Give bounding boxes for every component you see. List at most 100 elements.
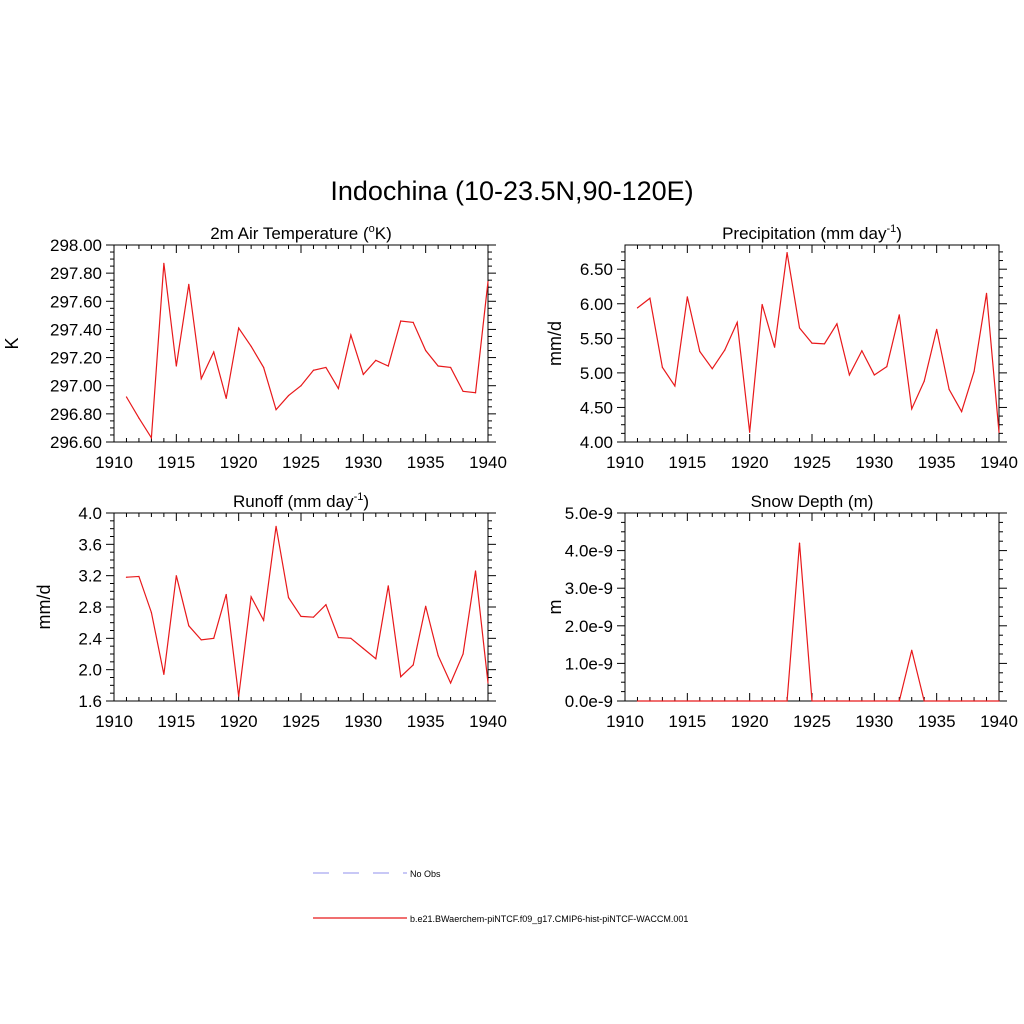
runoff-y-tick-label: 4.0 <box>78 504 102 523</box>
snow-depth-data-point <box>711 700 713 702</box>
runoff-data-point <box>437 654 439 657</box>
snow-depth-x-tick-label: 1925 <box>793 712 831 731</box>
snow-depth-data-point <box>985 700 988 702</box>
precipitation-y-tick-label: 4.50 <box>580 398 613 417</box>
temperature-data-point <box>200 378 202 380</box>
precipitation-data-point <box>886 366 888 368</box>
runoff-y-tick-label: 2.8 <box>78 598 102 617</box>
runoff-data-point <box>462 653 464 655</box>
temperature-data-point <box>362 373 364 376</box>
precipitation-data-point <box>674 385 676 387</box>
snow-depth-data-point <box>811 700 813 702</box>
snow-depth-data-point <box>873 700 875 702</box>
legend: No Obs b.e21.BWaerchem-piNTCF.f09_g17.CMI… <box>313 869 688 924</box>
snow-depth-data-point <box>923 700 925 702</box>
snow-depth-x-tick-label: 1915 <box>668 712 706 731</box>
snow-depth-panel: 1910 1915 1920 1925 1930 1935 1940 0.0e-9 1.0e-9… <box>545 492 1018 731</box>
runoff-panel-title: Runoff (mm day-1) <box>233 491 369 511</box>
temperature-data-point <box>263 366 265 369</box>
temperature-x-tick-label: 1930 <box>344 453 382 472</box>
precipitation-data-point <box>961 410 963 413</box>
precipitation-data-point <box>811 342 813 344</box>
temperature-data-point <box>150 437 152 439</box>
snow-depth-data-point <box>898 700 900 702</box>
precipitation-y-tick-label: 6.00 <box>580 295 613 314</box>
runoff-data-point <box>263 619 265 621</box>
precipitation-x-tick-label: 1910 <box>606 453 644 472</box>
temperature-x-tick-label: 1940 <box>469 453 507 472</box>
precipitation-data-point <box>686 296 688 298</box>
snow-depth-y-tick-label: 4.0e-9 <box>565 542 613 561</box>
snow-depth-data-point <box>936 700 938 702</box>
runoff-data-point <box>275 525 277 527</box>
precipitation-y-tick-label: 6.50 <box>580 260 613 279</box>
precipitation-series-line <box>637 252 1000 433</box>
precipitation-data-point <box>774 346 776 348</box>
temperature-data-point <box>325 366 327 369</box>
snow-depth-data-point <box>823 700 826 702</box>
precipitation-data-point <box>898 314 900 316</box>
snow-depth-y-axis-label: m <box>545 600 565 615</box>
precipitation-data-point <box>699 350 701 353</box>
snow-depth-data-point <box>699 700 701 702</box>
precipitation-data-point <box>948 388 950 391</box>
precipitation-data-point <box>749 431 751 433</box>
runoff-x-tick-label: 1915 <box>157 712 195 731</box>
runoff-data-point <box>225 593 227 596</box>
legend-label-1: No Obs <box>410 869 441 879</box>
temperature-data-point <box>213 351 215 353</box>
precipitation-data-point <box>936 328 938 330</box>
runoff-data-point <box>138 575 140 578</box>
snow-depth-data-point <box>761 700 763 702</box>
runoff-data-point <box>150 611 152 614</box>
snow-depth-y-tick-label: 1.0e-9 <box>565 654 613 673</box>
temperature-data-point <box>175 365 177 367</box>
snow-depth-data-point <box>774 700 776 702</box>
snow-depth-data-point <box>661 700 664 702</box>
precipitation-data-point <box>848 374 851 376</box>
runoff-data-point <box>300 615 302 618</box>
temperature-y-tick-label: 297.80 <box>50 264 102 283</box>
precipitation-x-tick-label: 1935 <box>918 453 956 472</box>
precipitation-x-tick-label: 1915 <box>668 453 706 472</box>
snow-depth-data-point <box>798 542 801 544</box>
runoff-data-point <box>287 597 290 599</box>
temperature-data-point <box>125 396 128 398</box>
runoff-x-tick-label: 1940 <box>469 712 507 731</box>
precipitation-y-axis-label: mm/d <box>545 321 565 366</box>
runoff-data-point <box>337 636 339 639</box>
precipitation-x-tick-label: 1930 <box>855 453 893 472</box>
precipitation-y-tick-label: 4.00 <box>580 433 613 452</box>
temperature-data-point <box>163 262 165 264</box>
runoff-data-point <box>250 596 252 598</box>
temperature-y-tick-label: 296.60 <box>50 433 102 452</box>
precipitation-data-point <box>736 321 738 324</box>
temperature-y-tick-label: 297.60 <box>50 292 102 311</box>
precipitation-x-tick-label: 1940 <box>980 453 1018 472</box>
runoff-data-point <box>487 682 489 684</box>
snow-depth-data-point <box>998 700 1000 702</box>
temperature-x-tick-label: 1920 <box>220 453 258 472</box>
temperature-data-point <box>450 366 452 369</box>
temperature-data-point <box>387 365 389 367</box>
runoff-data-point <box>238 695 240 697</box>
snow-depth-data-point <box>674 700 676 702</box>
runoff-data-point <box>175 575 177 577</box>
temperature-y-axis-label: K <box>2 337 22 349</box>
temperature-y-tick-label: 297.40 <box>50 320 102 339</box>
snow-depth-data-point <box>636 700 639 702</box>
precipitation-x-tick-label: 1920 <box>731 453 769 472</box>
runoff-data-point <box>425 605 427 607</box>
snow-depth-data-point <box>848 700 851 702</box>
runoff-data-point <box>188 625 190 627</box>
precipitation-data-point <box>711 368 713 370</box>
snow-depth-x-tick-label: 1940 <box>980 712 1018 731</box>
temperature-data-point <box>474 392 477 394</box>
runoff-x-tick-label: 1925 <box>282 712 320 731</box>
runoff-data-point <box>325 604 327 606</box>
precipitation-data-point <box>873 374 875 376</box>
temperature-y-tick-label: 296.80 <box>50 405 102 424</box>
snow-depth-panel-title: Snow Depth (m) <box>751 492 874 511</box>
temperature-x-tick-label: 1915 <box>157 453 195 472</box>
